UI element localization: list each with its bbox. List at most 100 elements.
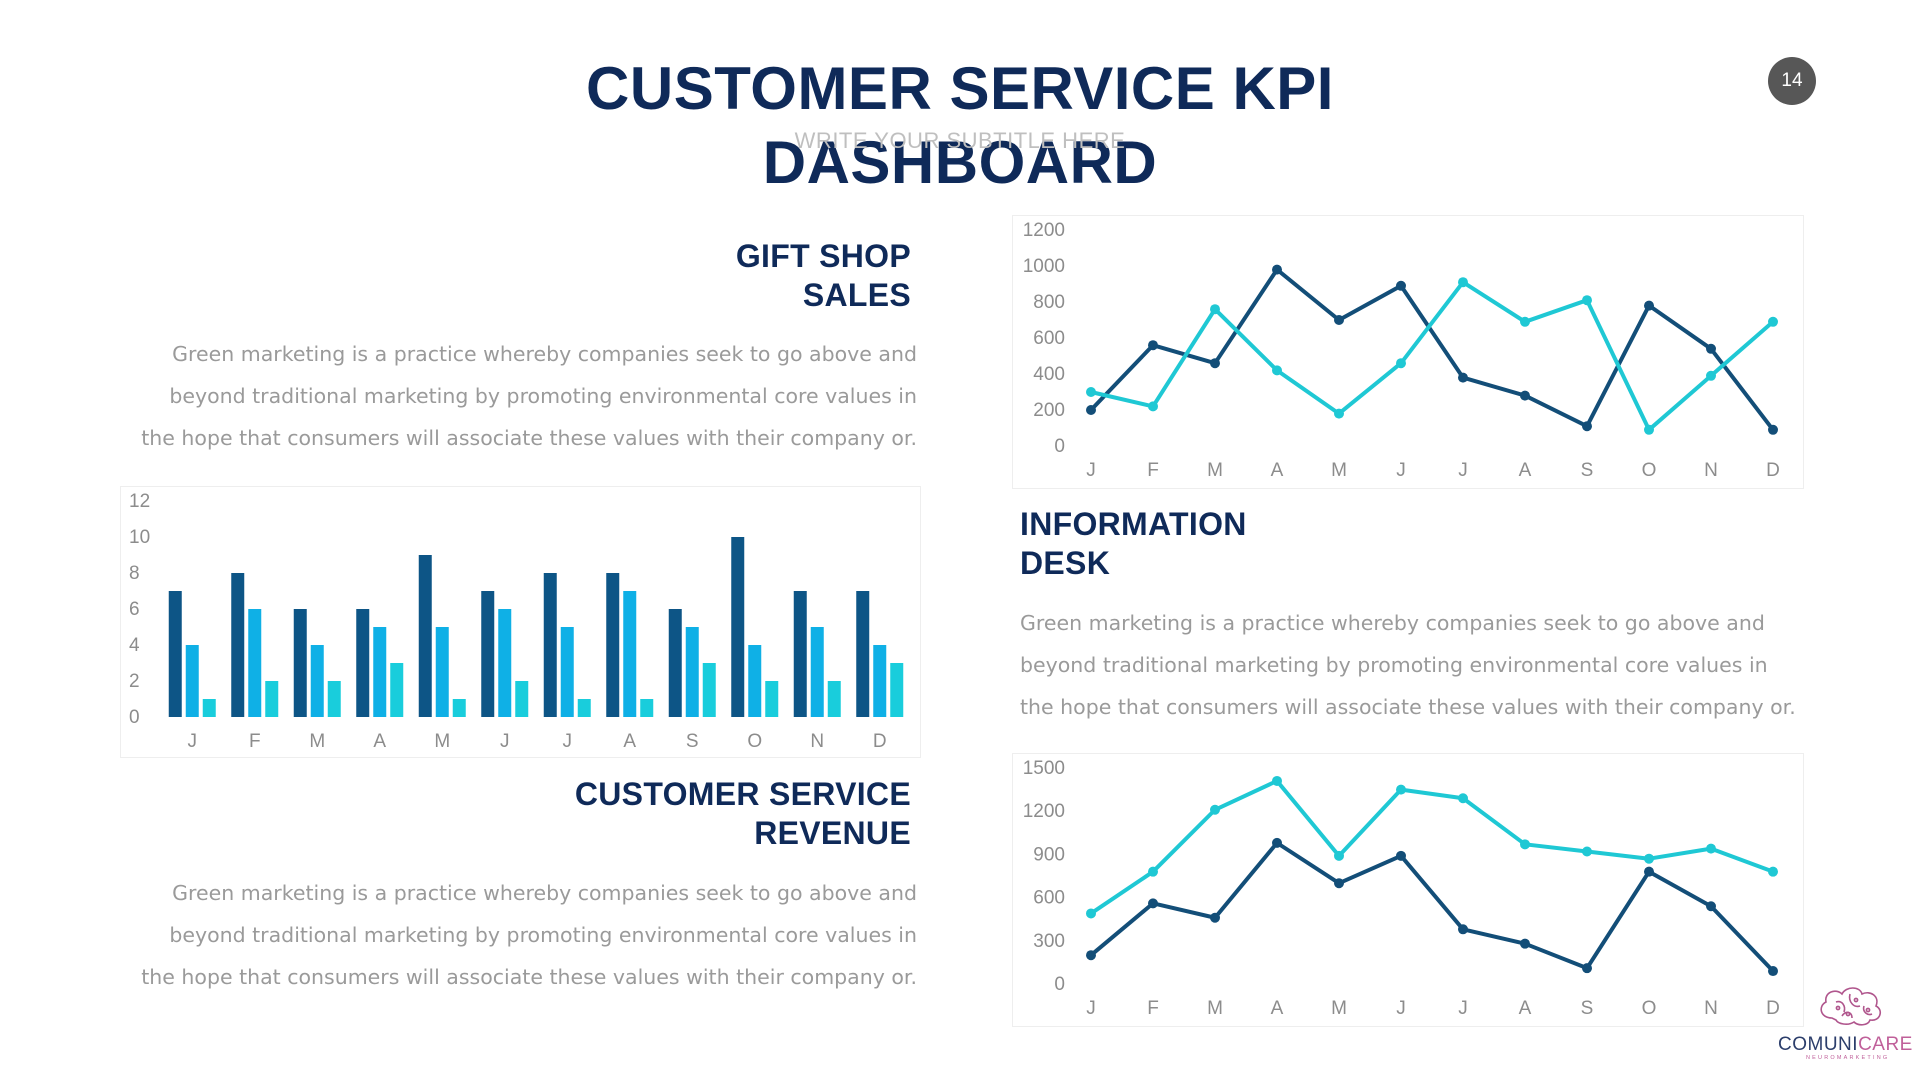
bar-mark (827, 681, 841, 717)
bar-chart-card: 0 2 4 6 8 10 12 J F M A M J J A S O N D (120, 486, 921, 758)
line-top-point (1768, 316, 1778, 327)
info-desk-text-line2: beyond traditional marketing by promotin… (1020, 653, 1768, 677)
bar-mark (248, 609, 262, 717)
line-bottom-x-tick-label: J (1458, 998, 1468, 1019)
line-top-x-tick-label: J (1086, 460, 1096, 481)
bar-mark (606, 573, 620, 717)
bar-mark (748, 645, 762, 717)
line-bottom-y-tick-label: 0 (1054, 974, 1065, 995)
bar-mark (515, 681, 529, 717)
bar-mark (202, 699, 216, 717)
bar-mark (731, 537, 745, 717)
line-bottom-x-tick-label: D (1766, 998, 1780, 1019)
revenue-text-line3: the hope that consumers will associate t… (141, 965, 917, 989)
logo-text-b: CARE (1858, 1034, 1913, 1055)
bar-mark (793, 591, 807, 717)
line-top-point (1706, 343, 1716, 354)
line-top-x-tick-label: J (1396, 460, 1406, 481)
bar-x-tick-label: M (434, 731, 450, 752)
bar-mark (168, 591, 182, 717)
bar-mark (702, 663, 716, 717)
line-top-y-tick-label: 1000 (1023, 256, 1065, 277)
line-bottom-point (1706, 843, 1716, 854)
line-bottom-point (1582, 963, 1592, 974)
line-chart-bottom-card: 0 300 600 900 1200 1500 J F M A M J J A S O N D (1012, 753, 1804, 1027)
bar-y-tick-label: 8 (129, 563, 140, 584)
line-bottom-x-tick-label: M (1207, 998, 1223, 1019)
page-subtitle: WRITE YOUR SUBTITLE HERE (794, 128, 1126, 153)
line-top-point (1396, 358, 1406, 369)
gift-shop-text-line1: Green marketing is a practice whereby co… (172, 342, 917, 366)
gift-shop-text-line2: beyond traditional marketing by promotin… (169, 384, 917, 408)
logo-text-a: COMUNI (1778, 1034, 1858, 1055)
bar-x-tick-label: J (500, 731, 510, 752)
line-top-point (1272, 365, 1282, 376)
bar-x-tick-label: J (563, 731, 573, 752)
line-bottom-point (1334, 850, 1344, 861)
bar-mark (856, 591, 870, 717)
line-bottom-y-tick-label: 1200 (1023, 801, 1065, 822)
line-top-point (1520, 316, 1530, 327)
line-top-point (1582, 295, 1592, 306)
gift-shop-text-line3: the hope that consumers will associate t… (141, 426, 917, 450)
info-desk-title-line2: DESK (1020, 545, 1111, 581)
bar-x-tick-label: O (747, 731, 762, 752)
line-top-point (1396, 280, 1406, 291)
line-top-point (1582, 421, 1592, 432)
line-bottom-series-line (1089, 840, 1775, 973)
line-chart-top-card: 0 200 400 600 800 1000 1200 J F M A M J J A S O N D (1012, 215, 1804, 489)
line-top-point (1706, 370, 1716, 381)
line-bottom-point (1458, 924, 1468, 935)
info-desk-title: INFORMATION DESK (1020, 505, 1540, 583)
bar-y-tick-label: 4 (129, 635, 140, 656)
bar-mark (310, 645, 324, 717)
bar-mark (327, 681, 341, 717)
line-top-point (1272, 264, 1282, 275)
line-bottom-x-tick-label: J (1396, 998, 1406, 1019)
line-top-y-tick-label: 1200 (1023, 220, 1065, 241)
bar-mark (185, 645, 199, 717)
bar-mark (481, 591, 495, 717)
line-bottom-point (1148, 898, 1158, 909)
line-top-point (1148, 401, 1158, 412)
line-top-series-line (1090, 280, 1775, 432)
line-top-x-tick-label: D (1766, 460, 1780, 481)
line-chart-bottom: 0 300 600 900 1200 1500 J F M A M J J A S O N D (1023, 758, 1780, 1019)
gift-shop-title: GIFT SHOP SALES (391, 237, 911, 315)
line-top-series-line (1089, 267, 1775, 432)
gift-shop-title-line2: SALES (802, 277, 911, 313)
bar-x-tick-label: A (623, 731, 636, 752)
bar-x-tick-label: A (373, 731, 386, 752)
bar-x-tick-label: M (309, 731, 325, 752)
revenue-text: Green marketing is a practice whereby co… (97, 872, 917, 998)
line-top-point (1768, 424, 1778, 435)
bar-x-tick-label: N (810, 731, 824, 752)
logo-tagline: NEUROMARKETING (1806, 1055, 1889, 1061)
line-bottom-y-tick-label: 900 (1033, 844, 1065, 865)
bar-mark (265, 681, 279, 717)
line-bottom-point (1706, 901, 1716, 912)
revenue-text-line2: beyond traditional marketing by promotin… (169, 923, 917, 947)
line-top-y-tick-label: 0 (1054, 436, 1065, 457)
bar-mark (543, 573, 557, 717)
line-top-point (1210, 358, 1220, 369)
line-bottom-point (1334, 878, 1344, 889)
bar-mark (890, 663, 904, 717)
line-top-point (1148, 340, 1158, 351)
page-title-line1: CUSTOMER SERVICE KPI (586, 55, 1334, 122)
line-chart-top: 0 200 400 600 800 1000 1200 J F M A M J J A S O N D (1023, 220, 1780, 481)
line-top-x-tick-label: M (1331, 460, 1347, 481)
page-title-line2: DASHBOARD (762, 129, 1158, 196)
bar-x-tick-label: S (686, 731, 699, 752)
line-top-x-tick-label: A (1271, 460, 1284, 481)
bar-y-tick-label: 10 (129, 527, 150, 548)
line-bottom-point (1396, 784, 1406, 795)
info-desk-text-line1: Green marketing is a practice whereby co… (1020, 611, 1765, 635)
line-top-x-tick-label: O (1642, 460, 1657, 481)
line-top-point (1458, 372, 1468, 383)
line-top-point (1334, 315, 1344, 325)
line-top-point (1644, 300, 1654, 311)
bar-y-tick-label: 6 (129, 599, 140, 620)
bar-chart: 0 2 4 6 8 10 12 J F M A M J J A S O N D (129, 491, 904, 752)
line-top-x-tick-label: F (1147, 460, 1159, 481)
